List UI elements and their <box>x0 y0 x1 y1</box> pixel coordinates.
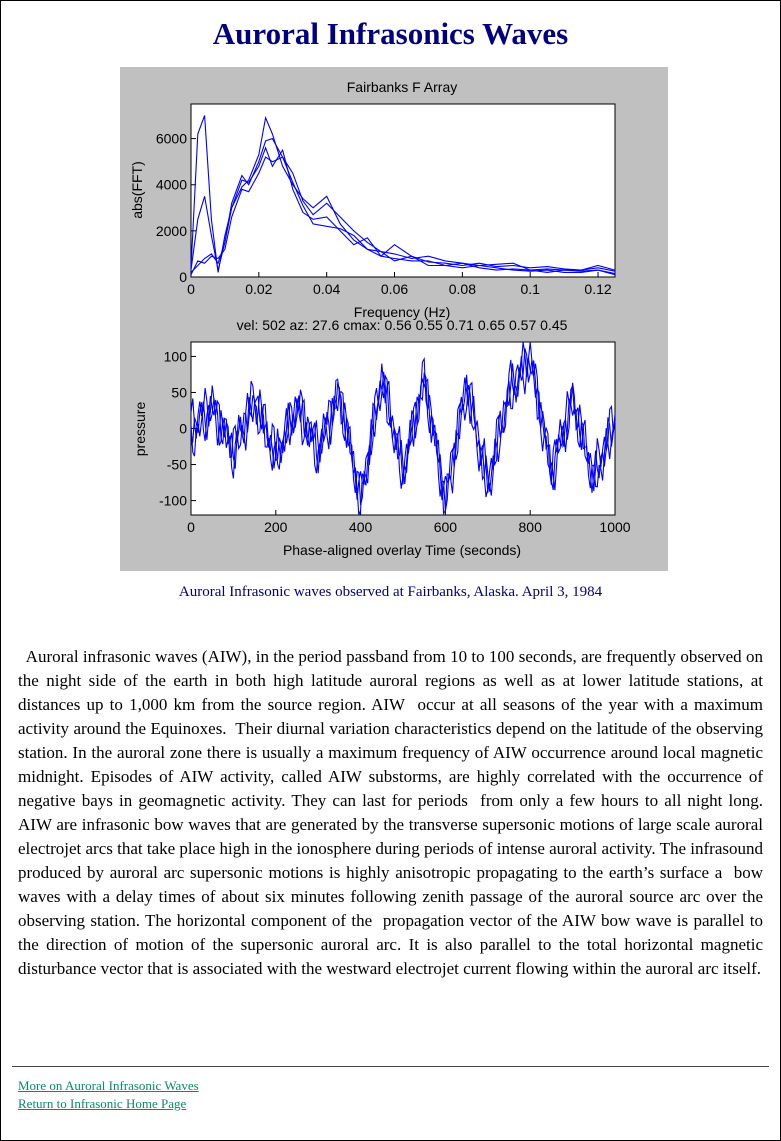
horizontal-rule <box>12 1066 769 1067</box>
link-return-home[interactable]: Return to Infrasonic Home Page <box>18 1096 187 1111</box>
y-tick-label: -50 <box>167 457 187 473</box>
top-plot-area <box>190 103 616 278</box>
top-y-axis-label: abs(FFT) <box>129 161 145 219</box>
x-tick-label: 800 <box>519 519 543 535</box>
figure-svg: Fairbanks F Array 0 0.02 0.04 0.06 0.08 0.1 0.… <box>129 79 631 558</box>
x-tick-label: 200 <box>264 519 288 535</box>
y-tick-label: 2000 <box>156 223 187 239</box>
x-tick-label: 1000 <box>599 519 630 535</box>
series-line <box>190 137 616 271</box>
x-tick-label: 600 <box>434 519 458 535</box>
y-tick-label: 0 <box>179 269 187 285</box>
series-line <box>190 156 616 275</box>
bottom-y-axis-label: pressure <box>132 402 148 457</box>
figure-panel: Fairbanks F Array 0 0.02 0.04 0.06 0.08 0.1 0.… <box>120 67 668 571</box>
bottom-x-axis-label: Phase-aligned overlay Time (seconds) <box>283 542 521 558</box>
x-tick-label: 0.1 <box>520 281 540 297</box>
y-tick-label: 100 <box>164 348 188 364</box>
bottom-plot-area <box>190 341 616 516</box>
bottom-chart-title: vel: 502 az: 27.6 cmax: 0.56 0.55 0.71 0… <box>237 317 568 333</box>
y-tick-label: -100 <box>159 493 187 509</box>
y-tick-label: 0 <box>179 421 187 437</box>
x-tick-label: 0.08 <box>449 281 476 297</box>
figure-caption: Auroral Infrasonic waves observed at Fai… <box>178 584 603 600</box>
series-line <box>190 355 616 512</box>
y-tick-label: 6000 <box>156 131 187 147</box>
x-tick-label: 0.02 <box>245 281 272 297</box>
x-tick-label: 0.04 <box>313 281 340 297</box>
x-tick-label: 0 <box>187 281 195 297</box>
top-chart-title: Fairbanks F Array <box>347 79 457 95</box>
x-tick-label: 0.06 <box>381 281 408 297</box>
x-tick-label: 0.12 <box>584 281 611 297</box>
series-line <box>190 146 616 276</box>
top-x-axis-label: Frequency (Hz) <box>354 304 450 320</box>
y-tick-label: 50 <box>171 384 187 400</box>
x-tick-label: 0 <box>187 519 195 535</box>
body-paragraph: Auroral infrasonic waves (AIW), in the p… <box>18 647 763 978</box>
link-list: More on Auroral Infrasonic Waves Return … <box>18 1077 199 1113</box>
y-tick-label: 4000 <box>156 177 187 193</box>
x-tick-label: 400 <box>349 519 373 535</box>
page-title: Auroral Infrasonics Waves <box>212 16 569 51</box>
link-more-auroral[interactable]: More on Auroral Infrasonic Waves <box>18 1078 199 1093</box>
